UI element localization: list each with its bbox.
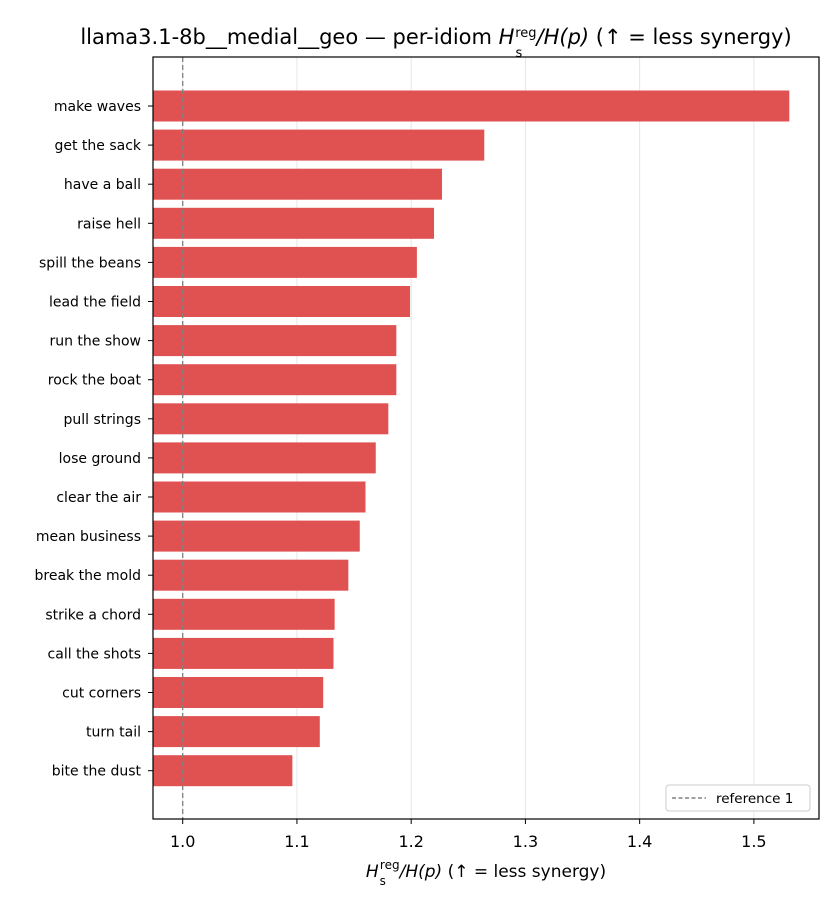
bar: [153, 755, 293, 787]
x-tick-label: 1.4: [627, 832, 652, 851]
bars: [153, 90, 790, 787]
x-tick-label: 1.5: [741, 832, 766, 851]
bar: [153, 325, 397, 357]
bar: [153, 90, 790, 122]
y-tick-label: strike a chord: [45, 607, 141, 623]
y-tick-label: have a ball: [64, 177, 141, 193]
y-tick-label: make waves: [54, 99, 141, 115]
bar: [153, 207, 435, 239]
chart-title-prefix: llama3.1-8b__medial__geo — per-idiom: [80, 25, 498, 50]
plot-frame: [152, 56, 820, 820]
x-axis-label-math-sub: s: [380, 874, 386, 888]
y-tick-label: rock the boat: [48, 373, 142, 389]
x-tick-label: 1.3: [513, 832, 538, 851]
bar: [153, 520, 360, 552]
chart-title-math-rest: /H(p): [535, 25, 590, 49]
x-tick-label: 1.1: [284, 832, 309, 851]
bar: [153, 403, 389, 435]
bar: [153, 442, 376, 474]
bar: [153, 677, 324, 708]
x-axis-label-math-rest: /H(p): [398, 862, 443, 882]
legend-box: [665, 784, 811, 812]
chart-title: llama3.1-8b__medial__geo — per-idiom Hsr…: [80, 25, 791, 61]
chart-title-math-main: H: [499, 25, 515, 49]
bar: [153, 716, 320, 748]
y-tick-label: clear the air: [56, 490, 141, 506]
bar: [153, 598, 335, 630]
y-ticks: make waves get the sack have a ball raise h…: [35, 99, 153, 780]
y-tick-label: run the show: [49, 334, 141, 350]
bar: [153, 364, 397, 396]
y-tick-label: lead the field: [49, 295, 141, 311]
bar: [153, 168, 443, 200]
x-axis-label-math-sup: reg: [380, 858, 400, 872]
x-ticks: 1.0 1.1 1.2 1.3 1.4 1.5: [170, 819, 767, 851]
bar: [153, 637, 334, 669]
y-tick-label: break the mold: [35, 568, 142, 584]
y-tick-label: get the sack: [54, 138, 141, 154]
bar: [153, 246, 417, 278]
y-tick-label: mean business: [36, 529, 141, 545]
y-tick-label: turn tail: [86, 725, 141, 741]
y-tick-label: lose ground: [59, 451, 141, 467]
y-tick-label: pull strings: [64, 412, 141, 428]
x-tick-label: 1.2: [398, 832, 423, 851]
y-tick-label: raise hell: [77, 216, 141, 232]
chart-title-math-sub: s: [515, 46, 522, 61]
bar: [153, 559, 349, 591]
y-tick-label: spill the beans: [39, 255, 141, 271]
x-axis-label: Hs reg/H(p) (↑ = less synergy): [366, 858, 606, 888]
chart-title-math-sup: reg: [515, 26, 536, 41]
y-tick-label: cut corners: [62, 686, 141, 702]
bar: [153, 129, 485, 161]
x-axis-label-suffix: (↑ = less synergy): [442, 862, 606, 882]
legend-label: reference 1: [716, 791, 793, 807]
y-tick-label: call the shots: [48, 646, 141, 662]
x-axis-label-math-main: H: [366, 862, 379, 882]
chart-title-suffix: (↑ = less synergy): [589, 25, 792, 49]
bar: [153, 286, 411, 317]
legend: reference 1: [665, 784, 811, 812]
x-tick-label: 1.0: [170, 832, 195, 851]
bar: [153, 481, 366, 513]
y-tick-label: bite the dust: [52, 764, 142, 780]
